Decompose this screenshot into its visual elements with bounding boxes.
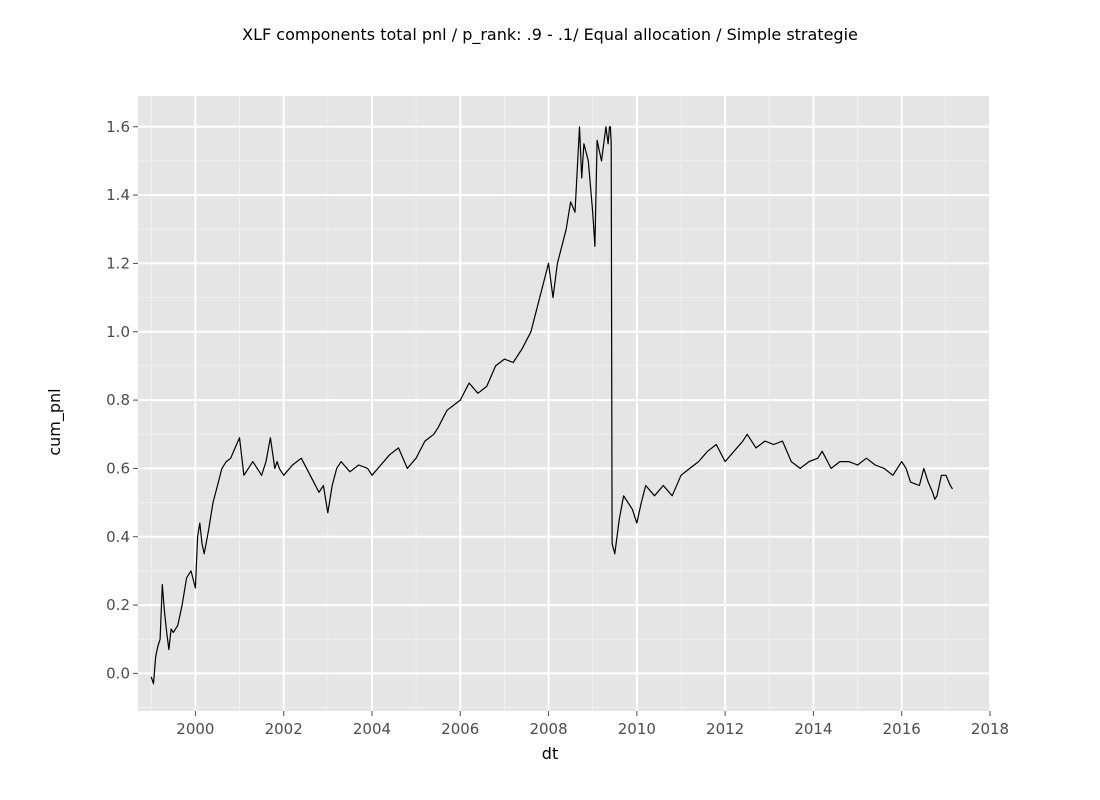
x-tick-label: 2000 [176,720,214,738]
y-tick-label: 0.6 [106,459,130,477]
x-tick-label: 2006 [441,720,479,738]
grid-minor [138,96,990,711]
series-line [150,126,954,685]
y-tick-label: 0.8 [106,391,130,409]
y-tick-label: 0.2 [106,596,130,614]
x-tick-label: 2018 [971,720,1009,738]
y-tick-label: 0.4 [106,528,130,546]
y-tick-label: 1.6 [106,118,130,136]
plot-panel [138,96,990,711]
y-tick-label: 0.0 [106,664,130,682]
x-tick-label: 2010 [618,720,656,738]
y-tick-label: 1.2 [106,254,130,272]
x-tick-label: 2016 [883,720,921,738]
x-axis-label: dt [542,744,558,763]
x-tick-label: 2002 [265,720,303,738]
x-tick-label: 2008 [529,720,567,738]
x-axis: 2000 2002 2004 2006 2008 2010 2012 2014 2016 2018 [176,711,1009,738]
x-tick-label: 2012 [706,720,744,738]
x-tick-label: 2004 [353,720,391,738]
data-series [150,126,954,685]
chart-title: XLF components total pnl / p_rank: .9 - … [242,25,858,45]
grid-major [138,96,991,711]
y-tick-label: 1.4 [106,186,130,204]
x-tick-label: 2014 [794,720,832,738]
y-axis: 0.0 0.2 0.4 0.6 0.8 1.0 1.2 1.4 1.6 [106,118,138,682]
y-axis-label: cum_pnl [45,388,65,455]
y-tick-label: 1.0 [106,323,130,341]
